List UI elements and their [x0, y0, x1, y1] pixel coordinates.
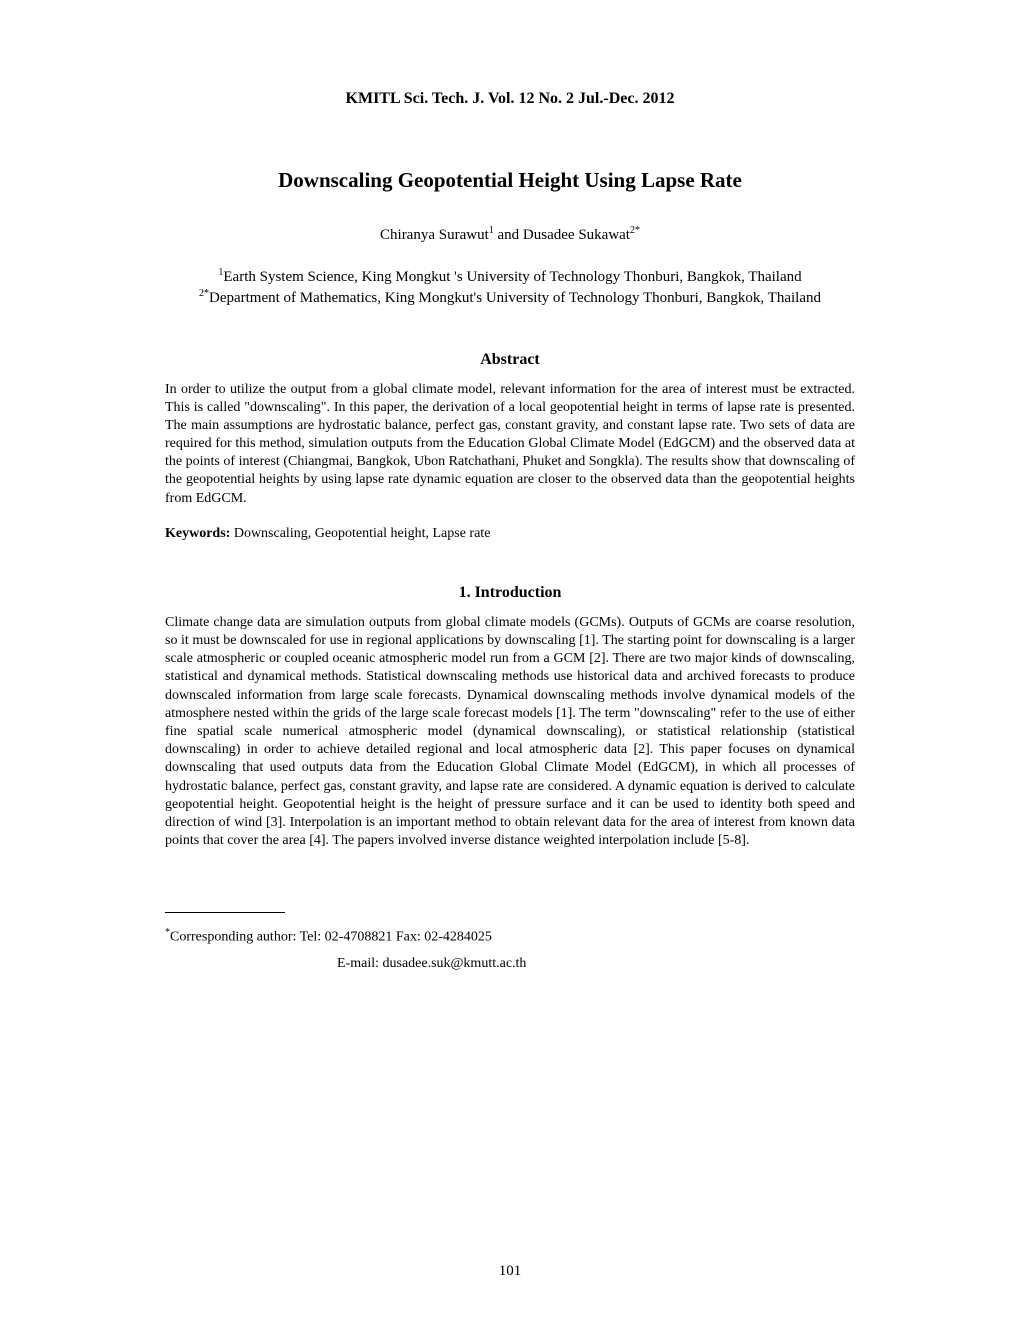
author-1-name: Chiranya Surawut [380, 227, 489, 243]
footnote-separator [165, 912, 285, 913]
keywords-label: Keywords: [165, 526, 230, 541]
author-2-name: Dusadee Sukawat [523, 227, 630, 243]
affiliation-2-sup: 2* [199, 288, 209, 299]
footnote-email: dusadee.suk@kmutt.ac.th [383, 956, 527, 971]
footnote-text: Corresponding author: Tel: 02-4708821 Fa… [170, 930, 492, 945]
footnote-email-label: E-mail: [337, 956, 383, 971]
journal-header: KMITL Sci. Tech. J. Vol. 12 No. 2 Jul.-D… [165, 90, 855, 108]
authors-line: Chiranya Surawut1 and Dusadee Sukawat2* [165, 225, 855, 244]
abstract-heading: Abstract [165, 351, 855, 369]
page-number: 101 [0, 1263, 1020, 1280]
author-2-sup: 2* [630, 225, 640, 236]
footnote-email-line: E-mail: dusadee.suk@kmutt.ac.th [337, 956, 855, 972]
keywords-text: Downscaling, Geopotential height, Lapse … [230, 526, 490, 541]
abstract-text: In order to utilize the output from a gl… [165, 381, 855, 508]
affiliations-block: 1Earth System Science, King Mongkut 's U… [165, 266, 855, 309]
introduction-heading: 1. Introduction [165, 584, 855, 602]
affiliation-1-text: Earth System Science, King Mongkut 's Un… [223, 269, 801, 285]
introduction-text: Climate change data are simulation outpu… [165, 614, 855, 850]
paper-title: Downscaling Geopotential Height Using La… [165, 168, 855, 193]
keywords-line: Keywords: Downscaling, Geopotential heig… [165, 526, 855, 542]
affiliation-2-text: Department of Mathematics, King Mongkut'… [209, 290, 821, 306]
authors-connector: and [494, 227, 523, 243]
footnote-line: *Corresponding author: Tel: 02-4708821 F… [165, 925, 855, 948]
